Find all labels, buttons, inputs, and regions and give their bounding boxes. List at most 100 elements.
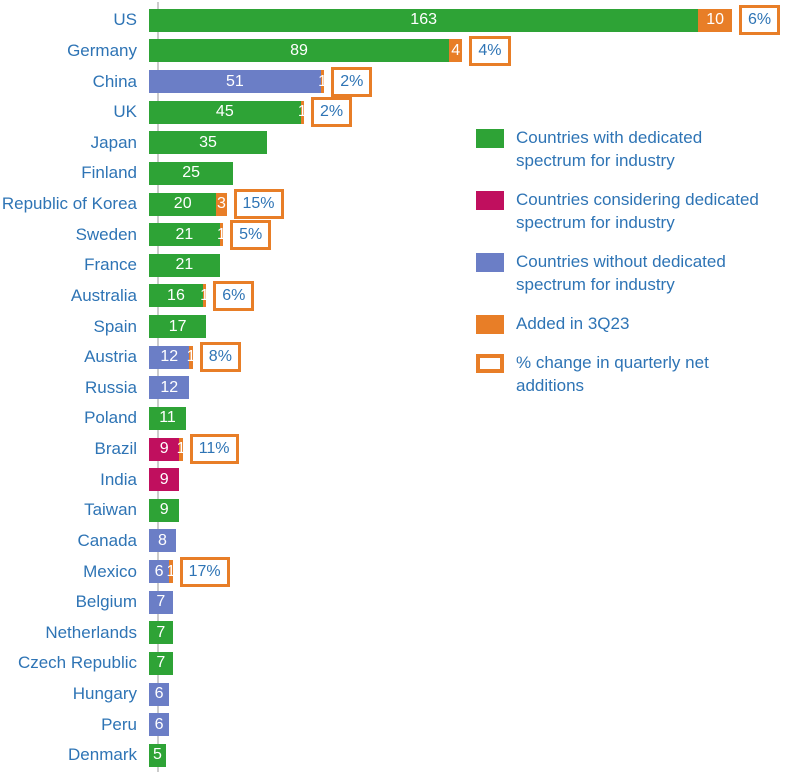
country-label: Austria	[84, 347, 137, 367]
country-label: India	[100, 469, 137, 489]
bar-segment-main: 7	[149, 651, 173, 675]
bar-segment-main: 7	[149, 590, 173, 614]
legend: Countries with dedicated spectrum for in…	[476, 126, 776, 413]
country-label: Netherlands	[45, 622, 137, 642]
chart-row: Canada 8	[0, 526, 790, 557]
chart-row: Belgium 7	[0, 587, 790, 618]
chart-row: UK 45 1 2%	[0, 97, 790, 128]
chart-row: Brazil 9 1 11%	[0, 434, 790, 465]
bar-area: 16 1 6%	[147, 280, 790, 311]
bar-value-label: 6	[154, 562, 164, 580]
pct-change-box: 17%	[179, 556, 230, 587]
legend-item-with-spectrum: Countries with dedicated spectrum for in…	[476, 126, 776, 172]
chart-row: US 163 10 6%	[0, 5, 790, 36]
chart-row: Australia 16 1 6%	[0, 280, 790, 312]
legend-item-pct-change: % change in quarterly net additions	[476, 351, 776, 397]
bar-value-label: 12	[160, 348, 179, 366]
bar-area: 21 1 5%	[147, 219, 790, 250]
chart-row: France 21	[0, 250, 790, 281]
chart-row: Republic of Korea 20 3 15%	[0, 189, 790, 220]
country-label: Japan	[90, 132, 137, 152]
bar-value-label: 9	[159, 440, 169, 458]
bar-segment-added: 1	[217, 223, 226, 247]
chart-row: India 9	[0, 464, 790, 495]
bar-segment-added: 3	[216, 192, 227, 216]
bar-area: 6	[147, 682, 790, 706]
bar-value-label: 89	[290, 41, 308, 59]
added-value-label: 1	[297, 103, 307, 121]
pct-change-label: 11%	[198, 440, 230, 458]
added-value-label: 4	[451, 41, 461, 59]
blue-swatch-icon	[476, 253, 504, 272]
bar-area: 45 1 2%	[147, 97, 790, 128]
country-label: Czech Republic	[17, 653, 137, 673]
bar-segment-main: 12	[149, 376, 190, 400]
chart-row: Austria 12 1 8%	[0, 342, 790, 373]
bar-area: 12 1 8%	[147, 342, 790, 373]
added-value-label: 1	[166, 562, 176, 580]
bar-area: 11	[147, 406, 790, 430]
country-label: Spain	[93, 316, 137, 336]
bar-value-label: 21	[175, 225, 194, 243]
legend-item-added-3q23: Added in 3Q23	[476, 312, 776, 335]
bar-value-label: 7	[156, 593, 166, 611]
bar-area: 8	[147, 529, 790, 553]
bar-value-label: 12	[160, 378, 179, 396]
bar-segment-main: 89	[149, 39, 449, 63]
bar-area: 6 1 17%	[147, 556, 790, 587]
bar-area: 7	[147, 651, 790, 675]
added-value-label: 1	[186, 348, 196, 366]
bar-segment-main: 17	[149, 315, 207, 339]
chart-row: Finland 25	[0, 158, 790, 189]
legend-item-without-spectrum: Countries without dedicated spectrum for…	[476, 250, 776, 296]
bar-value-label: 8	[158, 531, 167, 549]
added-value-label: 10	[706, 11, 725, 29]
country-label: Denmark	[68, 745, 137, 765]
bar-segment-main: 6	[149, 560, 170, 584]
pct-change-label: 2%	[320, 103, 344, 121]
pct-change-label: 6%	[747, 11, 772, 29]
country-label: China	[92, 71, 137, 91]
bar-value-label: 11	[159, 409, 176, 427]
pct-change-box: 8%	[199, 342, 241, 373]
pct-change-box: 5%	[230, 219, 272, 250]
bar-value-label: 163	[410, 11, 437, 29]
bar-segment-added: 1	[200, 284, 210, 308]
pct-change-box: 2%	[311, 97, 353, 128]
added-value-label: 1	[200, 286, 210, 304]
bar-area: 17	[147, 315, 790, 339]
bar-value-label: 17	[168, 317, 187, 335]
legend-item-label: Countries with dedicated spectrum for in…	[516, 128, 703, 170]
country-label: Australia	[70, 285, 137, 305]
legend-item-label: % change in quarterly net additions	[516, 353, 709, 395]
green-swatch-icon	[476, 129, 504, 148]
chart-row: Russia 12	[0, 373, 790, 404]
pct-change-label: 6%	[222, 286, 246, 304]
country-label: US	[113, 10, 137, 30]
legend-item-label: Countries without dedicated spectrum for…	[516, 252, 726, 294]
bar-value-label: 45	[215, 103, 234, 121]
bar-value-label: 5	[152, 746, 162, 764]
bar-segment-main: 5	[149, 743, 166, 767]
pct-change-box: 15%	[233, 189, 284, 220]
chart-row: Denmark 5	[0, 740, 790, 771]
bar-segment-added: 1	[318, 70, 327, 94]
country-label: France	[84, 255, 137, 275]
bar-segment-main: 163	[149, 8, 699, 32]
country-label: Brazil	[94, 439, 137, 459]
chart-row: Japan 35	[0, 128, 790, 159]
country-label: Republic of Korea	[1, 194, 137, 214]
bar-segment-main: 45	[149, 100, 301, 124]
country-label: UK	[113, 102, 137, 122]
bar-value-label: 6	[154, 715, 164, 733]
bar-segment-main: 7	[149, 621, 173, 645]
bar-value-label: 51	[226, 72, 244, 90]
bar-value-label: 16	[167, 286, 185, 304]
bar-segment-added: 4	[448, 39, 463, 63]
bar-segment-main: 9	[149, 468, 180, 492]
chart-row: Czech Republic 7	[0, 648, 790, 679]
bar-segment-main: 6	[149, 713, 170, 737]
legend-item-label: Countries considering dedicated spectrum…	[516, 190, 759, 232]
country-label: Germany	[67, 40, 137, 60]
pct-change-label: 8%	[208, 348, 232, 366]
